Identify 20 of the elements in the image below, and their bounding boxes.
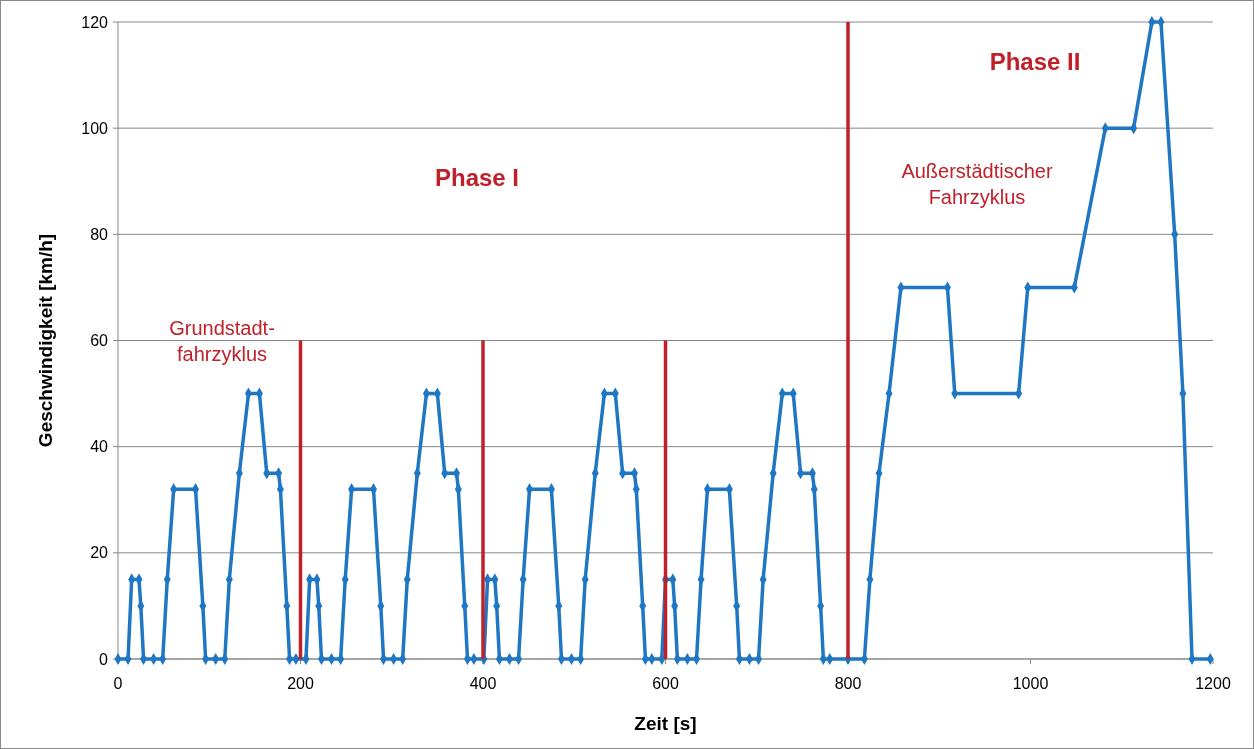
x-axis-title: Zeit [s] xyxy=(634,713,697,734)
annotation: Grundstadt- fahrzyklus xyxy=(169,317,275,365)
x-tick-label: 600 xyxy=(652,675,679,692)
y-axis-title: Geschwindigkeit [km/h] xyxy=(35,233,56,448)
annotation: Außerstädtischer Fahrzyklus xyxy=(901,160,1053,208)
y-tick-label: 0 xyxy=(99,650,109,668)
x-tick-label: 800 xyxy=(834,675,862,692)
annotation: Phase II xyxy=(989,48,1081,75)
y-tick-label: 100 xyxy=(81,119,109,137)
y-tick-label: 60 xyxy=(90,332,109,350)
y-tick-label: 120 xyxy=(81,13,109,31)
x-tick-label: 1000 xyxy=(1012,675,1049,692)
x-tick-label: 200 xyxy=(287,675,314,692)
x-tick-label: 400 xyxy=(469,675,497,692)
y-tick-label: 40 xyxy=(90,438,109,456)
y-tick-label: 20 xyxy=(90,544,109,562)
annotation: Phase I xyxy=(434,164,520,191)
x-tick-label: 1200 xyxy=(1195,675,1231,692)
y-tick-label: 80 xyxy=(90,225,109,243)
x-tick-label: 0 xyxy=(113,675,123,692)
